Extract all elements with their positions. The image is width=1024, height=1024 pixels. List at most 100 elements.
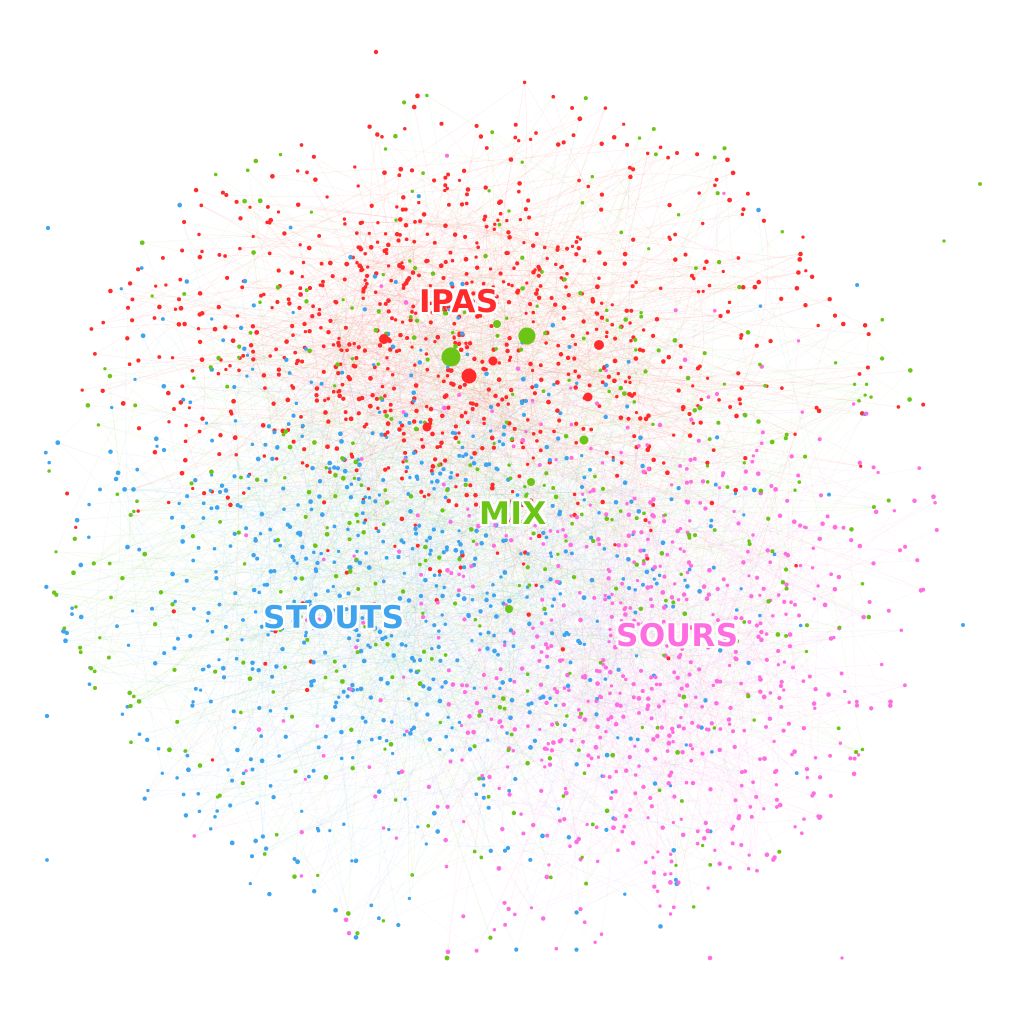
graph-edge [287,290,314,525]
graph-node-ipas [701,289,705,293]
graph-node-sours [741,560,746,565]
graph-node-stouts [304,600,310,605]
graph-node-sours [543,765,547,769]
graph-node-stouts [424,842,428,846]
graph-node-sours [682,357,688,363]
graph-node-ipas [629,338,633,343]
graph-node-ipas [220,190,225,195]
graph-node-ipas [409,168,415,173]
graph-node-ipas [483,185,488,190]
graph-node-sours [445,949,451,955]
graph-node-sours [593,940,597,945]
graph-node-ipas [463,234,468,239]
graph-node-sours [669,770,674,775]
graph-node-sours [705,645,711,650]
graph-node-mix [379,396,384,401]
graph-edge [488,441,502,578]
graph-node-stouts [429,548,433,553]
graph-node-ipas [406,276,412,281]
graph-node-stouts [232,531,237,537]
graph-node-ipas [428,567,433,572]
graph-edge [94,405,136,672]
graph-node-sours [641,784,646,790]
graph-node-stouts [408,475,412,480]
graph-edge [482,267,561,369]
graph-node-ipas [217,452,222,457]
graph-node-sours [641,469,647,475]
graph-node-sours [610,601,615,605]
graph-node-ipas [508,157,514,162]
graph-node-stouts [336,549,341,554]
graph-node-sours [798,563,803,568]
graph-node-ipas [612,358,618,364]
graph-edge [109,376,175,670]
graph-node-ipas [513,122,518,127]
graph-node-ipas [565,355,571,361]
graph-node-stouts [337,695,341,699]
graph-node-ipas [229,411,234,416]
graph-node-mix [245,168,250,173]
graph-edge [477,193,748,317]
graph-node-sours [637,710,641,715]
graph-edge [628,514,736,801]
graph-edge [418,275,542,380]
graph-node-sours [684,780,689,785]
graph-node-stouts [488,429,493,433]
graph-node-stouts [152,661,158,666]
graph-edge [250,479,509,760]
graph-node-stouts [418,420,423,424]
graph-edge [446,513,645,867]
graph-node-ipas [574,239,579,244]
graph-node-stouts [289,603,294,608]
graph-node-stouts [438,747,442,752]
graph-edge [541,651,636,776]
graph-node-stouts [547,457,552,463]
graph-node-sours [671,740,675,744]
graph-node-sours [497,786,501,791]
graph-node-stouts [340,370,345,375]
graph-edge [356,559,426,564]
graph-node-stouts [437,698,443,704]
graph-node-stouts [277,754,281,758]
graph-node-ipas [234,452,238,457]
graph-node-sours [677,693,682,698]
graph-edge [499,224,725,385]
graph-node-sours [640,622,645,627]
graph-edge [260,295,473,410]
graph-node-sours [876,470,880,475]
graph-node-ipas [522,80,527,85]
graph-node-stouts [214,569,218,574]
graph-edge [240,218,617,589]
graph-node-stouts [520,376,526,382]
graph-node-stouts [293,576,298,581]
graph-node-mix [642,511,646,516]
graph-edge [91,323,179,330]
graph-node-stouts [281,486,286,491]
graph-node-stouts [448,475,453,480]
graph-node-ipas [627,165,632,170]
graph-node-sours [743,469,749,474]
graph-node-mix [715,191,720,196]
graph-node-ipas [490,290,494,294]
graph-node-ipas [411,104,417,110]
graph-node-ipas [295,202,301,207]
graph-node-stouts [342,664,347,669]
graph-edge [333,595,459,611]
graph-node-ipas [536,533,542,539]
graph-node-ipas [862,323,868,328]
graph-edge [522,162,544,272]
graph-node-ipas [410,270,416,275]
graph-edge [132,514,323,612]
graph-edge [679,656,731,868]
graph-node-ipas [599,315,605,320]
graph-node-ipas [816,323,820,328]
graph-node-stouts [414,702,419,707]
graph-node-ipas [599,141,604,147]
graph-node-sours [832,524,838,530]
graph-node-sours [415,513,420,518]
graph-node-ipas [403,280,409,286]
graph-node-stouts [532,738,538,743]
graph-node-sours [354,645,359,650]
graph-node-ipas [439,121,444,126]
graph-node-stouts [242,278,248,284]
